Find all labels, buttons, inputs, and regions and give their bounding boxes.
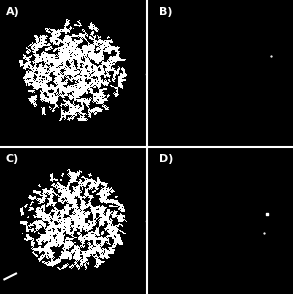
Text: D): D)	[159, 154, 173, 164]
Point	[269, 54, 273, 59]
Text: A): A)	[6, 7, 20, 17]
Text: B): B)	[159, 7, 173, 17]
Text: C): C)	[6, 154, 19, 164]
Point	[262, 230, 266, 235]
Point	[265, 211, 269, 216]
